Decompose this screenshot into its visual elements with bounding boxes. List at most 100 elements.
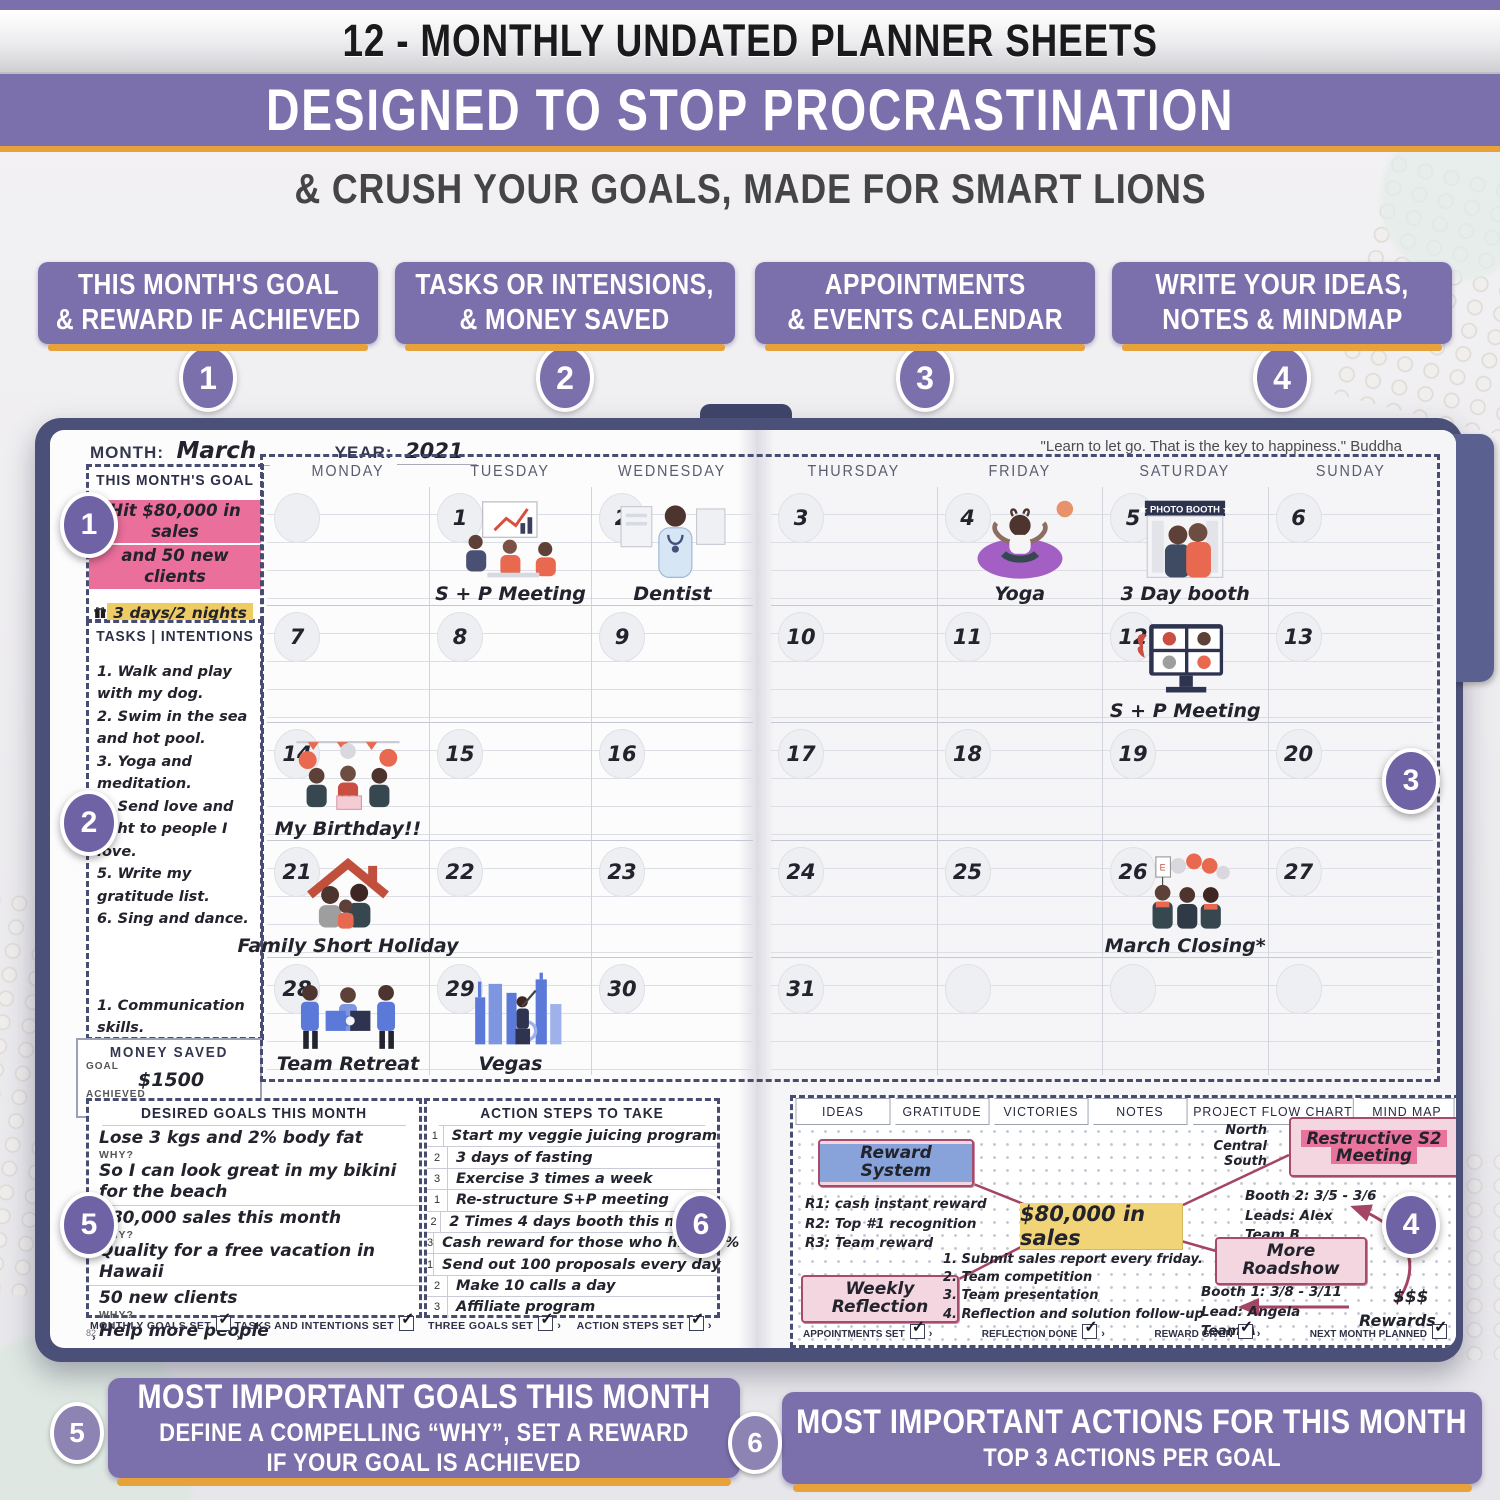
feature-callout-2: TASKS OR INTENSIONS, & MONEY SAVED 2: [395, 262, 735, 412]
step-number: 3: [427, 1232, 435, 1254]
why-label: WHY?: [99, 1309, 134, 1322]
event-caption: Yoga: [994, 582, 1046, 605]
desired-goals-title: DESIRED GOALS THIS MONTH: [102, 1101, 406, 1126]
quote-text: "Learn to let go. That is the key to hap…: [1040, 438, 1402, 455]
center-goal-label: $80,000 in sales: [1020, 1202, 1146, 1250]
vegas-skyline-illustration: [474, 972, 561, 1045]
monthly-goals-set-label: MONTHLY GOALS SET›: [90, 1309, 234, 1344]
event-caption: Dentist: [633, 582, 712, 605]
weekday-header-sunday: SUNDAY: [1315, 463, 1386, 480]
calendar-cell: 22: [429, 839, 591, 958]
notes-footer-item: NEXT MONTH PLANNED: [1309, 1317, 1449, 1340]
event-illustration-holder: ★ PHOTO BOOTH ★: [1126, 499, 1244, 585]
step-number: 2: [427, 1147, 448, 1168]
calendar-cell: 30: [591, 957, 753, 1075]
action-step-row: 3 Cash reward for those who hit 100%: [427, 1232, 739, 1255]
checkbox-checked-icon: [1082, 1317, 1098, 1339]
booth2-line: Booth 2: 3/5 - 3/6: [1245, 1188, 1377, 1204]
goal-text: $80,000 sales this month: [99, 1208, 342, 1229]
calendar-cell: [1267, 957, 1433, 1075]
regions-note: North Central South: [1201, 1123, 1267, 1170]
checkbox-checked-icon: [688, 1309, 705, 1331]
bottom-badge-5: 5: [50, 1402, 104, 1464]
callout-line: NOTES & MINDMAP: [1161, 304, 1403, 336]
weekday-header-thursday: THURSDAY: [807, 463, 901, 480]
reward-highlight-line: 3 days/2 nights: [107, 602, 253, 624]
calendar-cell: [267, 487, 429, 605]
day-number-circle: 18: [944, 729, 991, 780]
calendar-grid-right: 3 4 Yoga 5 ★ PHOTO BOOTH ★ 3 Day booth 6 10 11 12…: [771, 487, 1433, 1075]
goal-reason: Quality for a free vacation in Hawaii: [99, 1241, 376, 1282]
action-step-row: 3 Exercise 3 times a week: [427, 1168, 717, 1191]
money-goal-label: GOAL: [86, 1061, 119, 1072]
chevron-right-icon: ›: [928, 1328, 933, 1340]
calendar-event: My Birthday!!: [267, 725, 429, 840]
notes-footer-label: APPOINTMENTS SET: [803, 1329, 905, 1340]
booth1-line: Lead: Angela: [1201, 1303, 1301, 1320]
calendar-cell: 7: [267, 604, 429, 723]
day-number-circle: 25: [944, 846, 991, 897]
notes-footer-item: APPOINTMENTS SET ›: [803, 1317, 933, 1340]
calendar-cell: 6: [1267, 487, 1433, 605]
action-step-row: 2 Make 10 calls a day: [427, 1275, 717, 1298]
dollars-note: $$$: [1393, 1287, 1429, 1307]
badge-3: 3: [1382, 748, 1440, 814]
mindmap-center-goal: $80,000 in sales: [1020, 1202, 1182, 1250]
day-number-circle: 27: [1275, 846, 1322, 897]
why-label: WHY?: [99, 1229, 411, 1241]
day-number-circle: 6: [1275, 493, 1322, 543]
event-caption: 3 Day booth: [1120, 582, 1250, 605]
chevron-right-icon: ›: [557, 1320, 562, 1332]
region-item: North: [1225, 1123, 1267, 1138]
calendar-cell: 13: [1267, 604, 1433, 723]
weekly-step-line: 3. Team presentation: [943, 1288, 1099, 1304]
mindmap-body: Reward System R1: cash instant reward R2:…: [793, 1117, 1456, 1345]
chevron-right-icon: ›: [1256, 1328, 1261, 1340]
callout-line: TASKS OR INTENSIONS,: [415, 269, 715, 302]
notes-mindmap-panel: IDEAS GRATITUDE VICTORIES NOTES PROJECT FLOW…: [790, 1095, 1456, 1348]
callout-number-4: 4: [1253, 344, 1311, 412]
region-item: South: [1223, 1154, 1267, 1170]
checkbox-checked-icon: [1237, 1317, 1253, 1339]
top-title: 12 - MONTHLY UNDATED PLANNER SHEETS: [342, 15, 1158, 66]
step-number: 3: [427, 1297, 448, 1318]
callout-line: & REWARD IF ACHIEVED: [55, 304, 361, 336]
weekly-steps-list: 1. Submit sales report every friday. 2. T…: [943, 1251, 1204, 1324]
dentist-illustration: [619, 505, 726, 578]
chevron-right-icon: ›: [92, 1332, 97, 1344]
calendar-cell: 4 Yoga: [936, 487, 1102, 605]
yoga-illustration: [977, 500, 1073, 579]
goal-groups: Lose 3 kgs and 2% body fat WHY? So I can l…: [89, 1126, 419, 1345]
reward-line-wrap: 3 days/2 nights: [107, 602, 261, 625]
notes-footer-item: REFLECTION DONE ›: [982, 1317, 1105, 1340]
day-number-circle: 31: [778, 964, 824, 1015]
bottom-callout-goals: MOST IMPORTANT GOALS THIS MONTH DEFINE A…: [50, 1378, 740, 1486]
event-illustration-holder: [292, 853, 404, 937]
calendar-cell: 12 S + P Meeting: [1102, 604, 1268, 723]
day-number-circle: 12: [1110, 611, 1156, 662]
day-number-circle: 29: [437, 964, 483, 1015]
event-caption: March Closing*: [1104, 935, 1266, 958]
goal-text: 50 new clients: [99, 1288, 238, 1309]
event-illustration-holder: [452, 499, 570, 585]
why-label: WHY?: [99, 1149, 134, 1162]
day-number-circle: 22: [437, 846, 483, 897]
step-text: Start my veggie juicing program: [451, 1128, 717, 1145]
restructive-meeting-label: Restructive S2: [1301, 1129, 1447, 1147]
action-steps-title: ACTION STEPS TO TAKE: [438, 1101, 706, 1126]
day-number-circle: [944, 964, 991, 1015]
day-number-circle: 30: [599, 964, 645, 1015]
notes-tab-project-flow-chart: PROJECT FLOW CHART: [1193, 1098, 1354, 1125]
tasks-intentions-set-label: TASKS AND INTENTIONS SET›: [234, 1309, 416, 1344]
chevron-right-icon: ›: [1101, 1328, 1105, 1340]
calendar-frame: MONDAY TUESDAY WEDNESDAY THURSDAY FRIDAY SAT…: [238, 454, 1440, 1082]
notes-footer-label: NEXT MONTH PLANNED: [1309, 1329, 1427, 1340]
calendar-event: E March Closing*: [1103, 843, 1268, 958]
task-item: 5. Write my gratitude list.: [97, 866, 210, 905]
callout-number-3: 3: [896, 344, 954, 412]
checkbox-checked-icon: [398, 1309, 415, 1331]
calendar-cell: 2Dentist: [591, 487, 753, 605]
goal-reason: So I can look great in my bikini for the…: [99, 1161, 397, 1202]
step-text: Re-structure S+P meeting: [456, 1192, 669, 1209]
